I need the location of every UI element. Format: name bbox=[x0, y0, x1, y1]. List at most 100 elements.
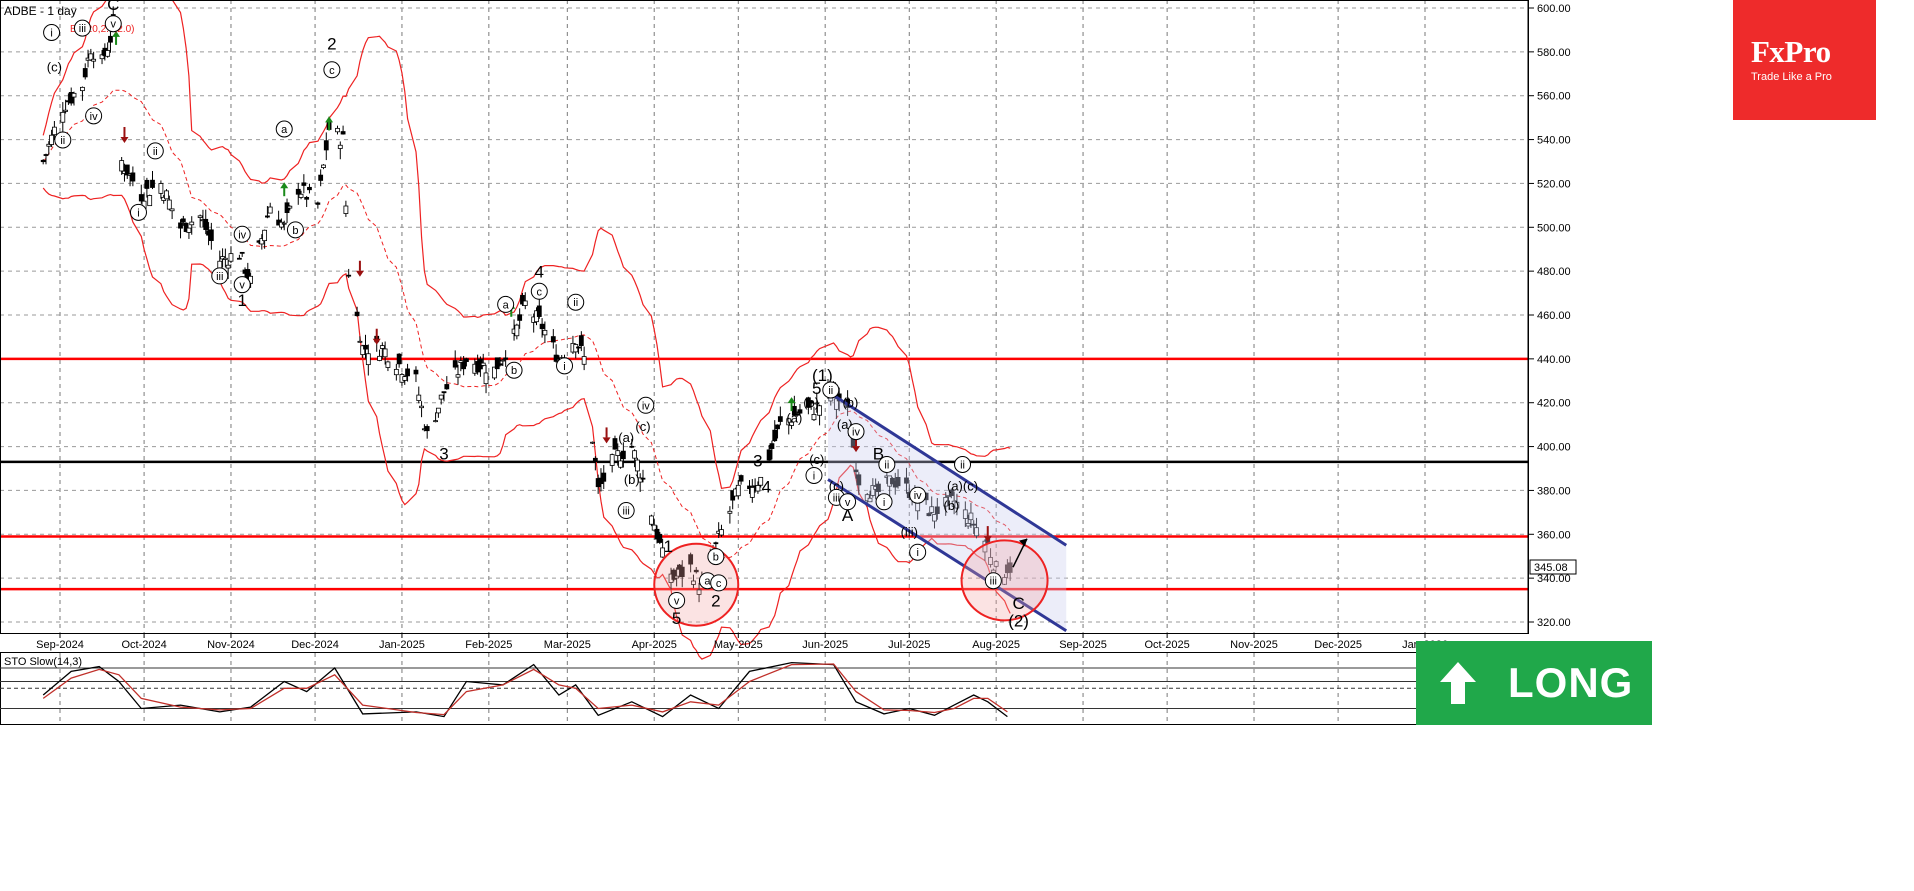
candle-body bbox=[649, 515, 654, 525]
candle bbox=[444, 376, 450, 390]
candle-body bbox=[346, 274, 352, 277]
candle-body bbox=[693, 569, 699, 573]
candle-body bbox=[592, 457, 598, 463]
candle-body bbox=[713, 542, 719, 545]
wave-label: ii bbox=[960, 460, 965, 472]
candle bbox=[138, 184, 144, 204]
wave-label-circle bbox=[707, 548, 725, 566]
candle bbox=[514, 323, 520, 340]
wave-label: (a)(c) bbox=[947, 478, 978, 493]
candle-body bbox=[444, 384, 450, 390]
candle-body bbox=[259, 238, 265, 245]
candle-body bbox=[993, 561, 999, 567]
candle bbox=[971, 520, 977, 535]
wave-label: b bbox=[713, 552, 719, 564]
sell-arrow-head-icon bbox=[852, 446, 861, 453]
candle-body bbox=[618, 460, 623, 468]
x-tick-label: Nov-2025 bbox=[1230, 639, 1278, 651]
candle bbox=[91, 51, 97, 69]
candle bbox=[581, 346, 587, 371]
wave-label-circle bbox=[497, 295, 515, 313]
y-tick-label: 540.00 bbox=[1537, 135, 1571, 147]
wave-label: i bbox=[916, 547, 918, 559]
candle bbox=[178, 219, 183, 239]
candle bbox=[71, 91, 77, 106]
wave-label: (a) bbox=[786, 410, 802, 425]
candle bbox=[363, 334, 368, 359]
wave-label: iv bbox=[642, 400, 650, 412]
candle bbox=[287, 205, 293, 211]
channel-upper-line bbox=[827, 390, 1068, 547]
y-tick-label: 580.00 bbox=[1537, 47, 1571, 59]
wave-label: 2 bbox=[327, 35, 336, 54]
candle-body bbox=[769, 443, 775, 449]
candle bbox=[284, 198, 290, 223]
candle bbox=[797, 404, 803, 416]
candle bbox=[766, 445, 772, 462]
bollinger-upper-band bbox=[42, 0, 1011, 489]
wave-label: v bbox=[674, 595, 680, 607]
candle-body bbox=[536, 305, 542, 317]
candle bbox=[337, 141, 343, 160]
candle bbox=[144, 177, 150, 198]
candle-body bbox=[60, 111, 66, 123]
candle-body bbox=[385, 361, 391, 368]
candle-body bbox=[150, 179, 155, 188]
wave-label: 2 bbox=[711, 592, 720, 611]
candle-body bbox=[691, 580, 696, 585]
candle-body bbox=[943, 496, 949, 507]
candle-body bbox=[867, 497, 873, 503]
candle-body bbox=[164, 190, 169, 200]
candle bbox=[651, 518, 657, 531]
candle bbox=[458, 356, 464, 372]
candle bbox=[68, 87, 74, 106]
wave-label-circle bbox=[668, 591, 686, 609]
candle-body bbox=[870, 485, 876, 496]
candle-body bbox=[424, 426, 430, 432]
candle-body bbox=[158, 183, 164, 194]
y-tick-label: 560.00 bbox=[1537, 91, 1571, 103]
candle-body bbox=[40, 159, 46, 163]
candle bbox=[794, 411, 800, 417]
candle bbox=[539, 318, 545, 338]
candle-body bbox=[522, 300, 528, 306]
wave-label: iii bbox=[216, 271, 223, 283]
candle bbox=[536, 297, 542, 319]
candle-body bbox=[335, 127, 340, 133]
brand-name: FxPro bbox=[1751, 34, 1831, 69]
candle-body bbox=[895, 477, 901, 487]
candle-body bbox=[948, 489, 954, 496]
candle bbox=[789, 420, 794, 430]
y-tick-label: 340.00 bbox=[1537, 573, 1571, 585]
wave-label: (1) bbox=[812, 366, 833, 385]
candle bbox=[222, 248, 228, 268]
candle-body bbox=[452, 360, 458, 368]
candle-body bbox=[497, 363, 503, 366]
candle-body bbox=[413, 369, 419, 375]
candle bbox=[632, 449, 637, 468]
wave-label: a bbox=[704, 576, 711, 588]
candle-body bbox=[435, 407, 441, 414]
y-tick-label: 380.00 bbox=[1537, 485, 1571, 497]
buy-arrow-head-icon bbox=[280, 182, 289, 189]
candle bbox=[377, 349, 382, 362]
wave-label: c bbox=[537, 286, 543, 298]
candle-body bbox=[287, 205, 293, 209]
wave-label: (c) bbox=[635, 419, 650, 434]
candle bbox=[932, 514, 937, 529]
candle bbox=[357, 336, 363, 343]
candle-body bbox=[590, 441, 595, 444]
candle-body bbox=[727, 510, 733, 514]
x-tick-label: Nov-2024 bbox=[207, 639, 255, 651]
wave-label: C bbox=[1012, 594, 1024, 613]
candle-body bbox=[99, 54, 105, 60]
candle-body bbox=[542, 329, 548, 336]
candle-body bbox=[609, 454, 615, 466]
wave-label: (c) bbox=[47, 60, 62, 75]
arrow-up-icon bbox=[1440, 662, 1476, 704]
candle-body bbox=[1002, 577, 1007, 585]
wave-label: 4 bbox=[762, 478, 771, 497]
candle-body bbox=[578, 335, 584, 346]
wave-label-circle bbox=[505, 361, 523, 379]
